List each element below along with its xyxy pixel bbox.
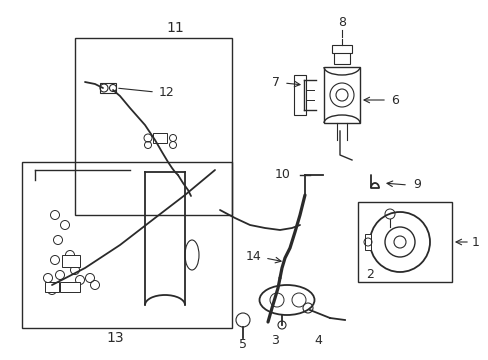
Text: 4: 4 [313, 333, 321, 346]
Bar [60, 282, 80, 292]
Text: 12: 12 [159, 85, 175, 99]
Text: 13: 13 [106, 331, 123, 345]
Bar [364, 234, 370, 250]
Bar [100, 83, 116, 93]
Text: 2: 2 [366, 267, 373, 280]
Text: 1: 1 [471, 235, 479, 248]
Text: 6: 6 [390, 94, 398, 107]
Bar [153, 133, 167, 143]
Text: 8: 8 [337, 17, 346, 30]
Text: 7: 7 [271, 77, 280, 90]
Bar [293, 75, 305, 115]
Bar [331, 45, 351, 53]
Text: 10: 10 [274, 168, 290, 181]
Bar [357, 202, 451, 282]
Text: 9: 9 [412, 179, 420, 192]
Bar [324, 67, 359, 123]
Bar [22, 162, 231, 328]
Bar [62, 255, 80, 267]
Bar [333, 52, 349, 64]
Text: 11: 11 [166, 21, 183, 35]
Text: 14: 14 [245, 251, 262, 264]
Text: 5: 5 [239, 338, 246, 351]
Bar [75, 38, 231, 215]
Bar [45, 282, 59, 292]
Text: 3: 3 [270, 333, 278, 346]
